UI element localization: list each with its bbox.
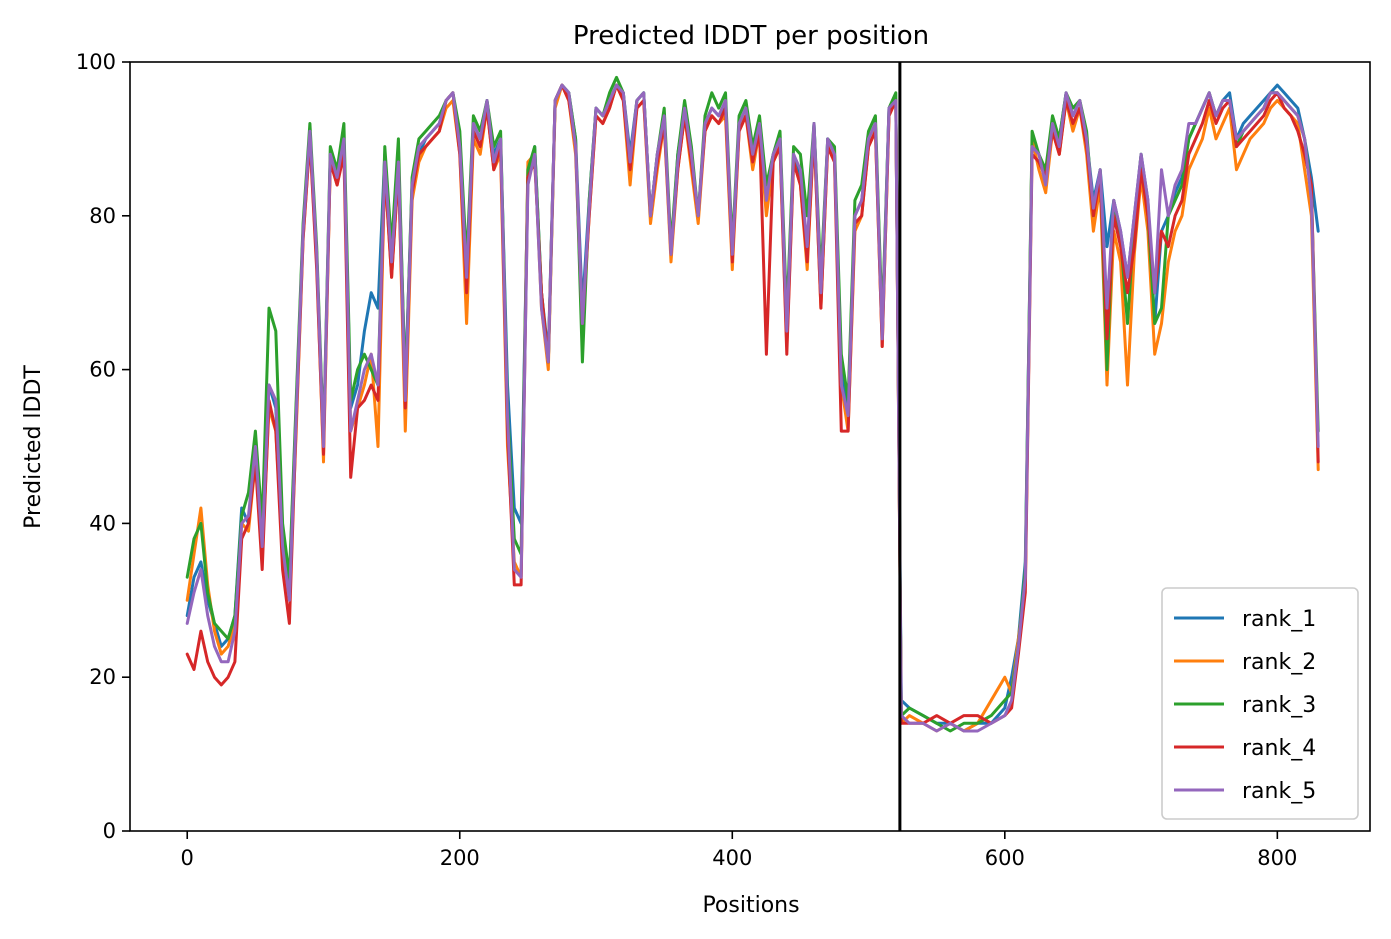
series-layer xyxy=(185,75,1320,733)
y-axis: 0 20 40 60 80 100 xyxy=(76,50,130,843)
x-tick-label: 800 xyxy=(1257,846,1297,870)
legend-label-rank_2: rank_2 xyxy=(1242,650,1316,675)
legend: rank_1 rank_2 rank_3 rank_4 rank_5 xyxy=(1161,587,1359,820)
x-tick-label: 200 xyxy=(440,846,480,870)
x-tick-label: 400 xyxy=(712,846,752,870)
x-tick-label: 600 xyxy=(985,846,1025,870)
plot-frame xyxy=(129,61,1371,832)
y-tick-label: 60 xyxy=(89,358,116,382)
y-tick-label: 40 xyxy=(89,511,116,535)
y-axis-title: Predicted lDDT xyxy=(21,365,46,529)
chart-title: Predicted lDDT per position xyxy=(573,21,929,51)
y-tick-label: 0 xyxy=(103,819,116,843)
y-tick-label: 80 xyxy=(89,204,116,228)
series-line-rank_5 xyxy=(185,83,1320,733)
legend-label-rank_1: rank_1 xyxy=(1242,607,1316,632)
legend-label-rank_4: rank_4 xyxy=(1242,736,1316,761)
y-tick-label: 20 xyxy=(89,665,116,689)
y-tick-label: 100 xyxy=(76,50,116,74)
x-tick-label: 0 xyxy=(181,846,194,870)
x-axis-title: Positions xyxy=(702,893,799,918)
x-axis: 0 200 400 600 800 xyxy=(181,831,1297,870)
legend-box xyxy=(1161,587,1359,820)
legend-label-rank_3: rank_3 xyxy=(1242,693,1316,718)
legend-label-rank_5: rank_5 xyxy=(1242,779,1316,804)
